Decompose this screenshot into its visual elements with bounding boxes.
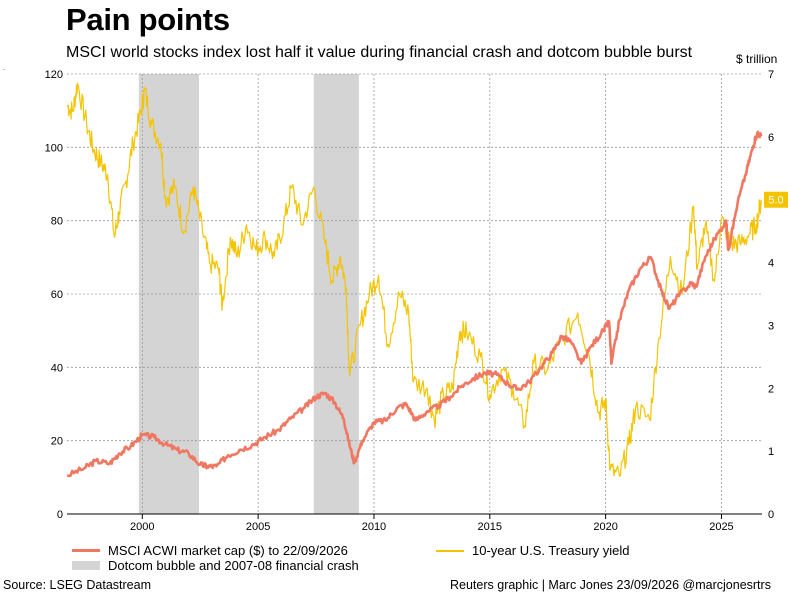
left-tick-60: 60 — [51, 289, 63, 301]
legend-item-yield: 10-year U.S. Treasury yield — [436, 543, 630, 558]
right-tick-0: 0 — [768, 509, 774, 521]
stray-mark: . — [3, 63, 6, 72]
credit-note: Reuters graphic | Marc Jones 23/09/2026 … — [450, 578, 771, 592]
legend-label-yield: 10-year U.S. Treasury yield — [472, 543, 630, 558]
right-tick-1: 1 — [768, 446, 774, 458]
yield-last-value-box — [764, 191, 788, 208]
x-tick-2020: 2020 — [593, 521, 617, 533]
right-axis-unit: $ trillion — [736, 52, 778, 66]
series-line-market-cap — [66, 130, 763, 478]
yield-last-value-label: 5.0 — [768, 195, 783, 207]
right-tick-2: 2 — [768, 383, 774, 395]
right-tick-6: 6 — [768, 132, 774, 144]
right-tick-7: 7 — [768, 69, 774, 81]
source-note: Source: LSEG Datastream — [3, 578, 151, 592]
x-tick-2000: 2000 — [130, 521, 154, 533]
legend-label-shade: Dotcom bubble and 2007-08 financial cras… — [108, 558, 359, 573]
chart-title: Pain points — [66, 2, 230, 37]
x-tick-2015: 2015 — [478, 521, 502, 533]
right-tick-3: 3 — [768, 320, 774, 332]
x-tick-2005: 2005 — [246, 521, 270, 533]
left-tick-100: 100 — [45, 142, 63, 154]
legend-label-market-cap: MSCI ACWI market cap ($) to 22/09/2026 — [108, 543, 348, 558]
x-tick-2025: 2025 — [709, 521, 733, 533]
left-tick-120: 120 — [45, 69, 63, 81]
series-line-treasury-yield — [66, 82, 762, 477]
left-tick-40: 40 — [51, 362, 63, 374]
legend-swatch-shade — [72, 561, 100, 570]
legend-item-shade: Dotcom bubble and 2007-08 financial cras… — [72, 558, 359, 573]
chart-subtitle: MSCI world stocks index lost half it val… — [66, 44, 693, 61]
right-tick-4: 4 — [768, 258, 774, 270]
legend-swatch-market-cap — [72, 549, 100, 552]
legend-swatch-yield — [436, 549, 464, 552]
left-tick-80: 80 — [51, 216, 63, 228]
legend-item-market-cap: MSCI ACWI market cap ($) to 22/09/2026 — [72, 543, 348, 558]
left-tick-20: 20 — [51, 436, 63, 448]
x-tick-2010: 2010 — [362, 521, 386, 533]
left-tick-0: 0 — [57, 509, 63, 521]
